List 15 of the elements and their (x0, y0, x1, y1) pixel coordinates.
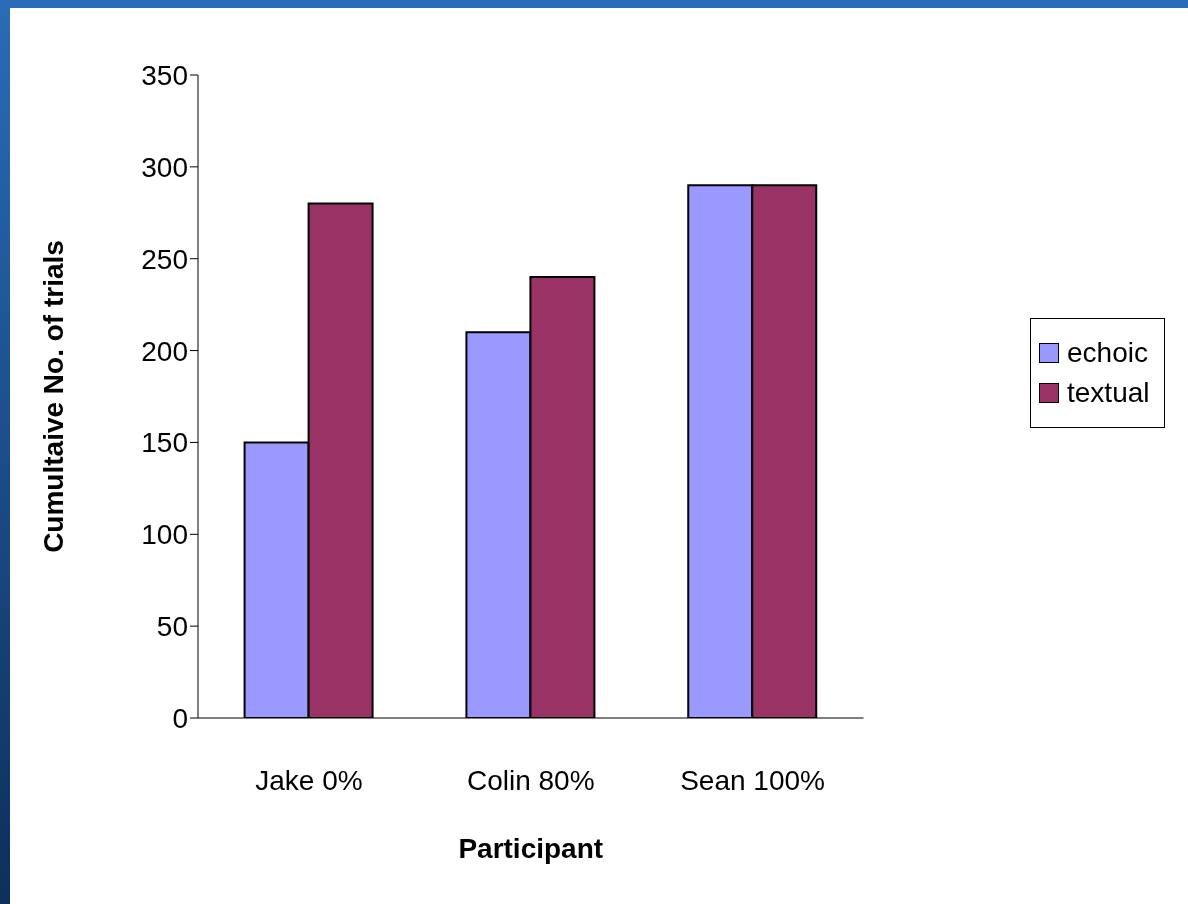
y-tick-label: 300 (141, 151, 188, 183)
y-tick-label: 100 (141, 519, 188, 551)
y-tick-label: 150 (141, 427, 188, 459)
x-axis-title: Participant (458, 833, 604, 864)
y-tick-label: 200 (141, 335, 188, 367)
legend-label: echoic (1067, 337, 1148, 369)
x-tick-label: Jake 0% (255, 764, 363, 796)
y-tick-label: 0 (172, 702, 188, 734)
x-tick-label: Sean 100% (680, 764, 825, 796)
y-axis-title: Cumultaive No. of trials (37, 240, 69, 553)
y-tick-label: 250 (141, 243, 188, 275)
y-tick-label: 350 (141, 59, 188, 91)
x-tick-label: Colin 80% (466, 764, 595, 796)
y-tick-label: 50 (156, 611, 188, 643)
legend-label: textual (1067, 377, 1150, 409)
